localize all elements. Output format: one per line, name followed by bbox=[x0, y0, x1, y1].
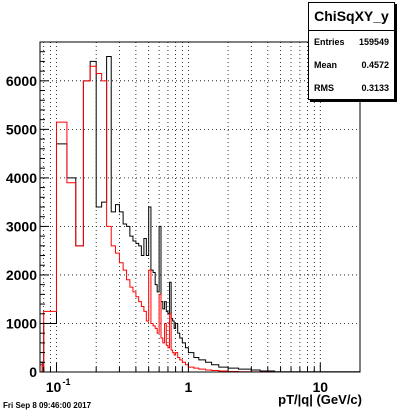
x-tick-label: 1 bbox=[184, 379, 192, 395]
grid-lines bbox=[40, 42, 361, 372]
stats-entries-value: 159549 bbox=[358, 37, 389, 47]
x-tick-label-exponent: -1 bbox=[62, 377, 70, 387]
stats-rms-value: 0.3133 bbox=[361, 83, 389, 93]
stats-mean-value: 0.4572 bbox=[361, 60, 389, 70]
x-tick-label: 10 bbox=[313, 379, 329, 395]
stats-box: ChiSqXY_y Entries 159549 Mean 0.4572 RMS… bbox=[308, 2, 395, 100]
histogram-series-2 bbox=[39, 65, 361, 373]
y-tick-label: 2000 bbox=[6, 267, 37, 283]
stats-title: ChiSqXY_y bbox=[309, 3, 394, 31]
frame-background bbox=[40, 42, 360, 372]
y-tick-label: 4000 bbox=[6, 170, 37, 186]
stats-mean-row: Mean 0.4572 bbox=[309, 54, 394, 77]
y-tick-label: 0 bbox=[29, 364, 37, 380]
stats-rms-label: RMS bbox=[314, 83, 334, 93]
stats-mean-label: Mean bbox=[314, 60, 338, 70]
stats-rms-row: RMS 0.3133 bbox=[309, 77, 394, 100]
y-tick-label: 1000 bbox=[6, 315, 37, 331]
stats-entries-label: Entries bbox=[314, 37, 345, 47]
axis-ticks bbox=[40, 41, 361, 373]
stats-entries-row: Entries 159549 bbox=[309, 31, 394, 54]
histogram-series-1 bbox=[39, 56, 361, 373]
x-tick-label: 10 bbox=[46, 379, 62, 395]
footer-date: Fri Sep 8 09:46:00 2017 bbox=[3, 401, 92, 410]
y-tick-label: 6000 bbox=[6, 73, 37, 89]
y-tick-label: 5000 bbox=[6, 121, 37, 137]
x-axis-title: pT/|q| (GeV/c) bbox=[278, 392, 362, 407]
y-tick-label: 3000 bbox=[6, 218, 37, 234]
series-layer bbox=[39, 56, 361, 373]
